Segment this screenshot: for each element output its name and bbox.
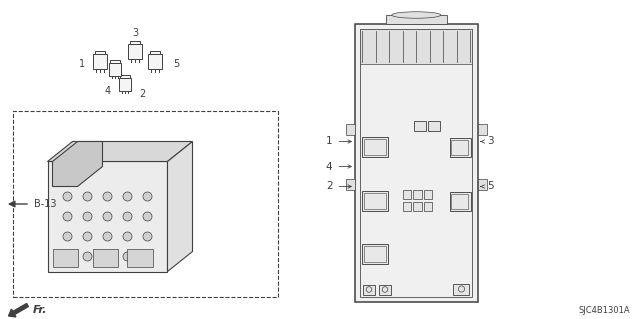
Text: 4: 4: [326, 161, 333, 172]
Bar: [424, 202, 432, 211]
Circle shape: [83, 232, 92, 241]
Bar: [13, 112, 278, 296]
Text: 3: 3: [488, 137, 494, 146]
Circle shape: [143, 232, 152, 241]
Circle shape: [63, 212, 72, 221]
Circle shape: [83, 192, 92, 201]
Bar: [128, 44, 141, 59]
Bar: [424, 190, 432, 199]
Bar: [360, 29, 472, 64]
Bar: [364, 246, 386, 263]
Text: 1: 1: [326, 137, 333, 146]
FancyArrow shape: [8, 303, 28, 317]
Bar: [413, 190, 422, 199]
Circle shape: [103, 232, 112, 241]
Circle shape: [143, 192, 152, 201]
Bar: [379, 285, 391, 294]
Circle shape: [63, 232, 72, 241]
Text: Fr.: Fr.: [33, 305, 47, 315]
Bar: [451, 194, 468, 209]
Ellipse shape: [392, 12, 441, 18]
Bar: [360, 29, 472, 296]
Bar: [93, 54, 107, 69]
Bar: [362, 137, 388, 157]
Text: 5: 5: [173, 59, 179, 69]
Bar: [403, 202, 412, 211]
Bar: [148, 54, 162, 69]
Circle shape: [63, 192, 72, 201]
Bar: [477, 180, 486, 190]
Circle shape: [103, 192, 112, 201]
Text: B-13: B-13: [34, 199, 56, 209]
Bar: [119, 78, 131, 91]
Bar: [364, 193, 386, 209]
Text: 4: 4: [104, 86, 111, 97]
Bar: [346, 180, 355, 190]
Text: 2: 2: [140, 89, 146, 99]
Circle shape: [143, 212, 152, 221]
Bar: [414, 121, 426, 131]
Bar: [451, 140, 468, 155]
Circle shape: [123, 252, 132, 261]
Circle shape: [103, 252, 112, 261]
Bar: [109, 63, 121, 76]
Bar: [363, 285, 375, 294]
Text: SJC4B1301A: SJC4B1301A: [579, 306, 630, 315]
Bar: [403, 190, 412, 199]
Circle shape: [83, 212, 92, 221]
Bar: [346, 124, 355, 135]
Circle shape: [143, 252, 152, 261]
Circle shape: [63, 252, 72, 261]
Bar: [355, 24, 477, 301]
Bar: [477, 124, 486, 135]
Bar: [93, 249, 118, 266]
Polygon shape: [52, 142, 102, 187]
Bar: [364, 139, 386, 155]
Circle shape: [103, 212, 112, 221]
Circle shape: [123, 192, 132, 201]
Circle shape: [123, 232, 132, 241]
Bar: [52, 249, 77, 266]
Bar: [120, 75, 129, 78]
Bar: [150, 51, 161, 54]
Polygon shape: [47, 161, 168, 271]
Bar: [449, 138, 470, 157]
Bar: [130, 41, 140, 44]
Bar: [127, 249, 152, 266]
Bar: [95, 51, 106, 54]
Text: 2: 2: [326, 182, 333, 191]
Bar: [454, 284, 470, 294]
Bar: [449, 192, 470, 211]
Bar: [386, 15, 447, 24]
Bar: [428, 121, 440, 131]
Bar: [362, 191, 388, 211]
Bar: [413, 202, 422, 211]
Text: 1: 1: [79, 59, 86, 69]
Circle shape: [83, 252, 92, 261]
Bar: [362, 244, 388, 264]
Circle shape: [123, 212, 132, 221]
Polygon shape: [168, 142, 193, 271]
Bar: [110, 60, 120, 63]
Text: 5: 5: [488, 182, 494, 191]
Polygon shape: [47, 142, 193, 161]
Text: 3: 3: [132, 28, 138, 38]
